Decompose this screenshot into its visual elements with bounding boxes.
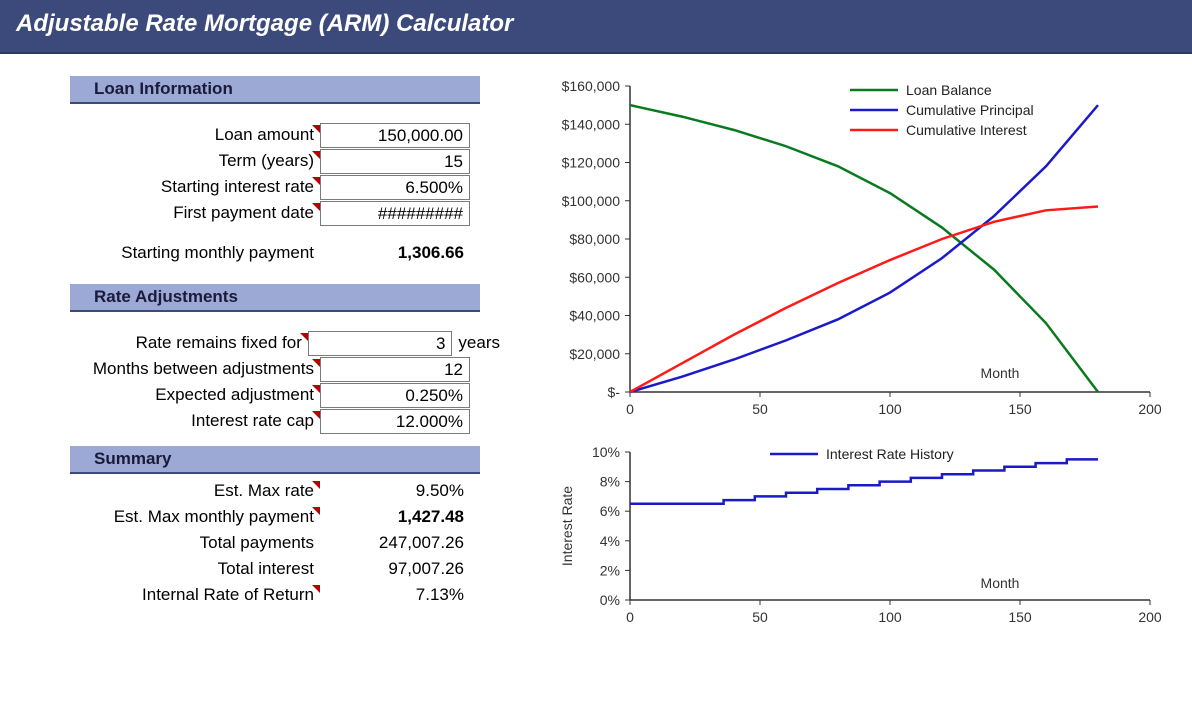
form-row: Interest rate cap12.000%: [10, 408, 500, 434]
form-row: Expected adjustment0.250%: [10, 382, 500, 408]
comment-marker-icon: [312, 203, 320, 211]
comment-marker-icon: [312, 411, 320, 419]
input-cell[interactable]: 12: [320, 357, 470, 382]
svg-text:Month: Month: [981, 365, 1020, 381]
field-label: Term (years): [10, 151, 320, 171]
form-row: Internal Rate of Return7.13%: [10, 582, 500, 608]
comment-marker-icon: [312, 385, 320, 393]
svg-text:$160,000: $160,000: [562, 78, 621, 94]
form-row: Months between adjustments12: [10, 356, 500, 382]
field-label: Total interest: [10, 559, 320, 579]
svg-text:4%: 4%: [600, 533, 620, 549]
svg-text:6%: 6%: [600, 503, 620, 519]
summary-value: 1,427.48: [320, 506, 470, 528]
content: Loan Information Loan amount150,000.00Te…: [0, 54, 1192, 640]
rate-history-chart: 0% 2% 4% 6% 8% 10% Interest Rate 0 50 100 150 200 Mo…: [530, 440, 1170, 640]
svg-text:Month: Month: [981, 575, 1020, 591]
input-cell[interactable]: 12.000%: [320, 409, 470, 434]
svg-text:$60,000: $60,000: [569, 269, 620, 285]
field-label: Rate remains fixed for: [10, 333, 308, 353]
summary-value: 247,007.26: [320, 532, 470, 554]
svg-text:200: 200: [1138, 609, 1162, 625]
form-row: First payment date#########: [10, 200, 500, 226]
field-label: Loan amount: [10, 125, 320, 145]
svg-text:Interest Rate History: Interest Rate History: [826, 446, 954, 462]
svg-text:$80,000: $80,000: [569, 231, 620, 247]
form-row: Total payments247,007.26: [10, 530, 500, 556]
form-row: Est. Max monthly payment1,427.48: [10, 504, 500, 530]
starting-payment-label: Starting monthly payment: [10, 243, 320, 263]
field-label: Starting interest rate: [10, 177, 320, 197]
starting-payment-row: Starting monthly payment 1,306.66: [10, 240, 500, 266]
comment-marker-icon: [312, 507, 320, 515]
svg-text:2%: 2%: [600, 562, 620, 578]
summary-value: 7.13%: [320, 584, 470, 606]
input-cell[interactable]: 3: [308, 331, 453, 356]
svg-text:$20,000: $20,000: [569, 346, 620, 362]
svg-text:0: 0: [626, 609, 634, 625]
svg-text:50: 50: [752, 401, 768, 417]
form-row: Loan amount150,000.00: [10, 122, 500, 148]
field-label: Internal Rate of Return: [10, 585, 320, 605]
svg-text:0: 0: [626, 401, 634, 417]
section-header-rate-adj: Rate Adjustments: [70, 284, 480, 312]
summary-value: 97,007.26: [320, 558, 470, 580]
comment-marker-icon: [312, 125, 320, 133]
input-cell[interactable]: 15: [320, 149, 470, 174]
form-row: Rate remains fixed for3years: [10, 330, 500, 356]
svg-text:100: 100: [878, 609, 902, 625]
comment-marker-icon: [300, 333, 308, 341]
comment-marker-icon: [312, 481, 320, 489]
svg-text:150: 150: [1008, 401, 1032, 417]
svg-text:$100,000: $100,000: [562, 193, 621, 209]
form-row: Total interest97,007.26: [10, 556, 500, 582]
form-row: Est. Max rate9.50%: [10, 478, 500, 504]
field-label: Est. Max rate: [10, 481, 320, 501]
comment-marker-icon: [312, 585, 320, 593]
input-cell[interactable]: 0.250%: [320, 383, 470, 408]
field-label: Total payments: [10, 533, 320, 553]
field-label: First payment date: [10, 203, 320, 223]
svg-text:Loan Balance: Loan Balance: [906, 82, 992, 98]
left-panel: Loan Information Loan amount150,000.00Te…: [10, 72, 500, 640]
starting-payment-value: 1,306.66: [320, 242, 470, 264]
field-label: Months between adjustments: [10, 359, 320, 379]
field-suffix: years: [452, 333, 500, 353]
form-row: Starting interest rate6.500%: [10, 174, 500, 200]
svg-text:8%: 8%: [600, 474, 620, 490]
section-header-summary: Summary: [70, 446, 480, 474]
summary-value: 9.50%: [320, 480, 470, 502]
svg-text:10%: 10%: [592, 444, 620, 460]
field-label: Expected adjustment: [10, 385, 320, 405]
input-cell[interactable]: 6.500%: [320, 175, 470, 200]
svg-text:50: 50: [752, 609, 768, 625]
comment-marker-icon: [312, 177, 320, 185]
svg-text:0%: 0%: [600, 592, 620, 608]
svg-text:$140,000: $140,000: [562, 116, 621, 132]
svg-text:100: 100: [878, 401, 902, 417]
svg-text:$120,000: $120,000: [562, 155, 621, 171]
svg-text:Interest Rate: Interest Rate: [559, 486, 575, 566]
svg-text:$40,000: $40,000: [569, 308, 620, 324]
field-label: Interest rate cap: [10, 411, 320, 431]
page-title: Adjustable Rate Mortgage (ARM) Calculato…: [0, 0, 1192, 54]
section-header-loan-info: Loan Information: [70, 76, 480, 104]
svg-text:Cumulative Interest: Cumulative Interest: [906, 122, 1027, 138]
svg-text:200: 200: [1138, 401, 1162, 417]
field-label: Est. Max monthly payment: [10, 507, 320, 527]
comment-marker-icon: [312, 151, 320, 159]
right-panel: $- $20,000 $40,000 $60,000 $80,000 $100,000 $1…: [500, 72, 1170, 640]
input-cell[interactable]: #########: [320, 201, 470, 226]
comment-marker-icon: [312, 359, 320, 367]
svg-text:Cumulative Principal: Cumulative Principal: [906, 102, 1034, 118]
svg-text:$-: $-: [608, 384, 621, 400]
input-cell[interactable]: 150,000.00: [320, 123, 470, 148]
form-row: Term (years)15: [10, 148, 500, 174]
svg-text:150: 150: [1008, 609, 1032, 625]
balance-chart: $- $20,000 $40,000 $60,000 $80,000 $100,000 $1…: [530, 72, 1170, 422]
